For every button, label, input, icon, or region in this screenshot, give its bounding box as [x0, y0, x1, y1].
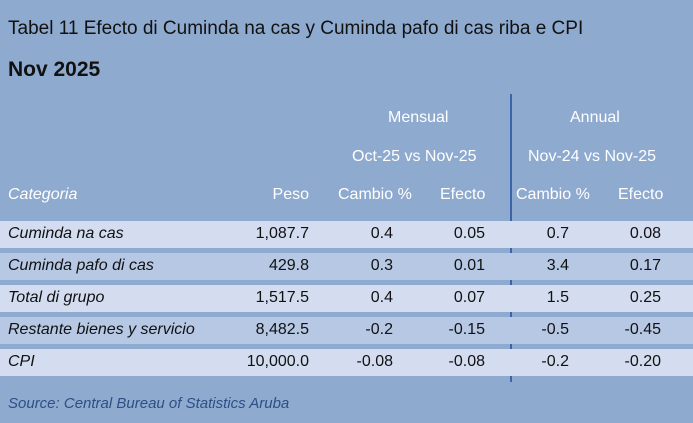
- row-efecto-annual: -0.45: [624, 321, 661, 338]
- table-title: Tabel 11 Efecto di Cuminda na cas y Cumi…: [8, 18, 584, 39]
- row-cambio-mensual: 0.3: [370, 257, 393, 274]
- row-efecto-mensual: 0.05: [453, 225, 485, 242]
- row-cambio-annual: 3.4: [546, 257, 569, 274]
- row-efecto-mensual: 0.07: [453, 289, 485, 306]
- column-header-efecto-annual: Efecto: [618, 186, 664, 203]
- table-row: Cuminda na cas 1,087.7 0.4 0.05 0.7 0.08: [0, 221, 693, 248]
- table-row: Restante bienes y servicio 8,482.5 -0.2 …: [0, 317, 693, 344]
- row-categoria: Cuminda pafo di cas: [8, 257, 154, 274]
- table-row: CPI 10,000.0 -0.08 -0.08 -0.2 -0.20: [0, 349, 693, 376]
- column-header-efecto-mensual: Efecto: [440, 186, 486, 203]
- row-efecto-annual: 0.17: [629, 257, 661, 274]
- column-header-cambio-annual: Cambio %: [516, 186, 590, 203]
- row-cambio-mensual: 0.4: [370, 225, 393, 242]
- row-peso: 10,000.0: [246, 353, 309, 370]
- row-efecto-mensual: -0.08: [448, 353, 485, 370]
- row-cambio-annual: 1.5: [546, 289, 569, 306]
- source-note: Source: Central Bureau of Statistics Aru…: [8, 395, 290, 412]
- row-efecto-mensual: 0.01: [453, 257, 485, 274]
- mensual-period-header: Oct-25 vs Nov-25: [352, 148, 477, 165]
- row-efecto-annual: 0.25: [629, 289, 661, 306]
- row-cambio-mensual: 0.4: [370, 289, 393, 306]
- annual-group-header: Annual: [570, 109, 620, 126]
- row-efecto-mensual: -0.15: [448, 321, 485, 338]
- row-categoria: Cuminda na cas: [8, 225, 124, 242]
- column-header-categoria: Categoria: [8, 186, 78, 203]
- annual-period-header: Nov-24 vs Nov-25: [528, 148, 657, 165]
- row-cambio-annual: 0.7: [546, 225, 569, 242]
- column-header-peso: Peso: [272, 186, 309, 203]
- row-peso: 1,087.7: [255, 225, 309, 242]
- column-header-cambio-mensual: Cambio %: [338, 186, 412, 203]
- table-subtitle: Nov 2025: [8, 58, 101, 81]
- row-peso: 429.8: [268, 257, 309, 274]
- row-peso: 8,482.5: [255, 321, 309, 338]
- row-categoria: CPI: [8, 353, 35, 370]
- row-cambio-annual: -0.5: [541, 321, 569, 338]
- row-categoria: Restante bienes y servicio: [8, 321, 195, 338]
- row-peso: 1,517.5: [255, 289, 309, 306]
- mensual-group-header: Mensual: [388, 109, 449, 126]
- row-cambio-mensual: -0.2: [365, 321, 393, 338]
- table-row: Total di grupo 1,517.5 0.4 0.07 1.5 0.25: [0, 285, 693, 312]
- row-cambio-mensual: -0.08: [356, 353, 393, 370]
- row-efecto-annual: 0.08: [629, 225, 661, 242]
- row-efecto-annual: -0.20: [624, 353, 661, 370]
- row-categoria: Total di grupo: [8, 289, 105, 306]
- table-row: Cuminda pafo di cas 429.8 0.3 0.01 3.4 0…: [0, 253, 693, 280]
- row-cambio-annual: -0.2: [541, 353, 569, 370]
